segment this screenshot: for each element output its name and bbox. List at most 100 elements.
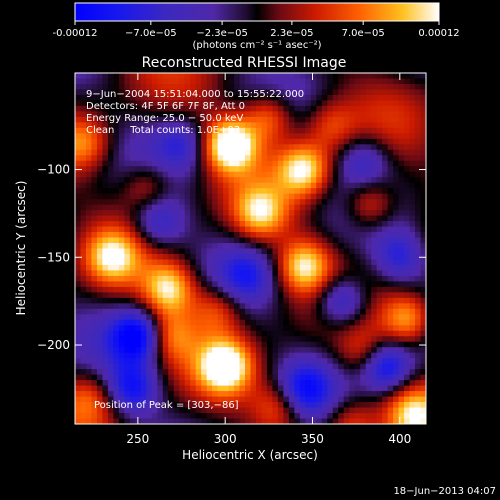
heatmap-cell [129, 149, 136, 156]
heatmap-cell [190, 292, 197, 299]
heatmap-cell [266, 160, 274, 167]
heatmap-cell [102, 111, 109, 118]
heatmap-cell [217, 418, 224, 424]
heatmap-cell [217, 374, 224, 381]
plot-frame [74, 72, 427, 425]
heatmap-cell [321, 100, 328, 107]
heatmap-cell [398, 182, 405, 189]
heatmap-cell [250, 380, 257, 387]
heatmap-cell [118, 166, 125, 173]
heatmap-cell [75, 188, 82, 195]
heatmap-cell [234, 232, 241, 239]
heatmap-cell [310, 292, 317, 299]
heatmap-cell [162, 363, 169, 370]
heatmap-cell [277, 138, 284, 145]
heatmap-cell [107, 369, 114, 376]
heatmap-cell [420, 171, 426, 178]
heatmap-cell [288, 264, 295, 272]
heatmap-cell [382, 144, 389, 151]
heatmap-cell [272, 270, 279, 277]
heatmap-cell [91, 215, 98, 222]
heatmap-cell [135, 94, 142, 102]
heatmap-cell [409, 330, 416, 337]
heatmap-cell [299, 259, 306, 266]
heatmap-cell [398, 292, 405, 299]
heatmap-cell [255, 210, 263, 217]
heatmap-cell [305, 292, 312, 299]
heatmap-cell [124, 374, 131, 381]
heatmap-cell [376, 308, 383, 315]
heatmap-cell [371, 374, 378, 381]
heatmap-cell [420, 215, 426, 222]
heatmap-cell [310, 149, 317, 156]
heatmap-cell [360, 78, 367, 85]
heatmap-cell [283, 78, 290, 85]
heatmap-cell [245, 341, 252, 348]
heatmap-cell [168, 374, 175, 381]
heatmap-cell [250, 270, 257, 277]
heatmap-cell [212, 226, 219, 233]
heatmap-cell [360, 297, 367, 304]
heatmap-cell [80, 303, 87, 310]
heatmap-cell [91, 122, 98, 129]
heatmap-cell [195, 232, 202, 239]
heatmap-cell [239, 314, 246, 321]
heatmap-cell [80, 100, 87, 107]
heatmap-cell [266, 166, 274, 173]
heatmap-cell [217, 89, 224, 96]
heatmap-cell [404, 253, 411, 261]
heatmap-cell [398, 281, 405, 288]
heatmap-cell [365, 385, 372, 392]
heatmap-cell [223, 396, 230, 403]
heatmap-cell [129, 177, 136, 184]
heatmap-cell [272, 396, 279, 403]
heatmap-cell [190, 264, 197, 272]
heatmap-cell [217, 221, 224, 228]
heatmap-cell [382, 149, 389, 156]
heatmap-cell [102, 243, 109, 250]
heatmap-cell [228, 275, 235, 282]
heatmap-cell [365, 138, 372, 145]
heatmap-cell [179, 341, 186, 348]
heatmap-cell [168, 325, 175, 332]
heatmap-cell [376, 303, 383, 310]
heatmap-cell [360, 94, 367, 102]
heatmap-cell [409, 73, 416, 80]
heatmap-cell [294, 138, 301, 145]
heatmap-cell [234, 325, 241, 332]
heatmap-cell [294, 73, 301, 80]
heatmap-cell [223, 182, 230, 189]
heatmap-cell [266, 369, 274, 376]
heatmap-cell [321, 325, 328, 332]
heatmap-cell [129, 73, 136, 80]
heatmap-cell [124, 314, 131, 321]
heatmap-cell [173, 171, 180, 178]
heatmap-cell [102, 166, 109, 173]
heatmap-cell [261, 347, 268, 354]
heatmap-cell [184, 374, 191, 381]
heatmap-cell [277, 155, 284, 162]
heatmap-cell [332, 314, 339, 321]
heatmap-cell [239, 215, 246, 222]
heatmap-cell [162, 319, 169, 326]
heatmap-cell [239, 418, 246, 424]
heatmap-cell [277, 330, 284, 337]
heatmap-cell [184, 100, 191, 107]
heatmap-cell [157, 144, 164, 151]
heatmap-cell [261, 94, 268, 102]
heatmap-cell [184, 253, 191, 261]
heatmap-cell [239, 286, 246, 293]
heatmap-cell [393, 336, 400, 343]
heatmap-cell [113, 215, 120, 222]
heatmap-cell [261, 292, 268, 299]
heatmap-cell [349, 199, 356, 206]
heatmap-cell [124, 418, 131, 424]
heatmap-cell [305, 325, 312, 332]
heatmap-cell [107, 292, 114, 299]
heatmap-cell [195, 160, 202, 167]
heatmap-cell [129, 341, 136, 348]
heatmap-cell [223, 341, 230, 348]
heatmap-cell [85, 232, 93, 239]
heatmap-cell [80, 166, 87, 173]
